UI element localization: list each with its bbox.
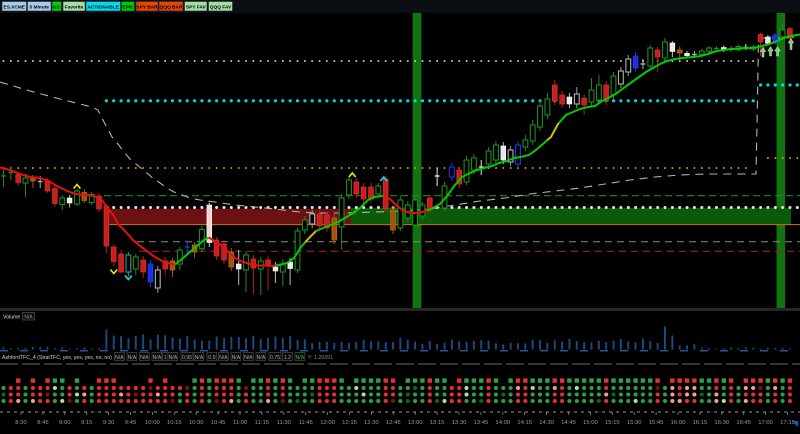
- svg-text:16:45: 16:45: [736, 420, 751, 426]
- svg-text:15:00: 15:00: [583, 420, 598, 426]
- svg-text:17:15: 17:15: [780, 420, 795, 426]
- svg-text:N/A: N/A: [115, 355, 124, 361]
- svg-text:Favorite: Favorite: [65, 5, 84, 11]
- svg-text:13:00: 13:00: [408, 420, 423, 426]
- svg-text:1.2: 1.2: [284, 355, 291, 361]
- svg-text:9:00: 9:00: [59, 420, 71, 426]
- svg-text:N/A: N/A: [195, 355, 204, 361]
- svg-text:14:15: 14:15: [517, 420, 532, 426]
- svg-text:N/A: N/A: [219, 355, 228, 361]
- svg-text:0.95: 0.95: [182, 355, 192, 361]
- svg-text:11:00: 11:00: [233, 420, 248, 426]
- svg-text:16:00: 16:00: [671, 420, 686, 426]
- svg-text:ACTIONABLE: ACTIONABLE: [87, 5, 119, 11]
- svg-text:15:15: 15:15: [605, 420, 620, 426]
- svg-text:N/A: N/A: [232, 355, 241, 361]
- svg-text:N/A: N/A: [128, 355, 137, 361]
- svg-text:QQQ BAR: QQQ BAR: [160, 5, 183, 11]
- svg-text:13:45: 13:45: [474, 420, 489, 426]
- svg-text:5 Minute: 5 Minute: [29, 5, 49, 11]
- svg-text:0.9: 0.9: [208, 355, 215, 361]
- svg-text:14:30: 14:30: [539, 420, 554, 426]
- svg-text:12:15: 12:15: [342, 420, 357, 426]
- svg-text:N/A: N/A: [169, 355, 178, 361]
- svg-text:8:45: 8:45: [37, 420, 49, 426]
- svg-text:9:15: 9:15: [81, 420, 93, 426]
- svg-text:N/A: N/A: [153, 355, 162, 361]
- svg-text:N/A: N/A: [24, 314, 33, 320]
- svg-text:ES.XCME: ES.XCME: [3, 5, 25, 11]
- svg-text:15:30: 15:30: [627, 420, 642, 426]
- svg-text:AshfordTFC_4 (StratTFC, yes, y: AshfordTFC_4 (StratTFC, yes, yes, yes, n…: [2, 355, 112, 361]
- svg-text:14:45: 14:45: [561, 420, 576, 426]
- svg-text:12:00: 12:00: [320, 420, 335, 426]
- svg-text:12:45: 12:45: [386, 420, 401, 426]
- svg-text:1: 1: [164, 355, 167, 361]
- svg-text:Y: 1.20391: Y: 1.20391: [308, 355, 333, 361]
- svg-text:17:00: 17:00: [758, 420, 773, 426]
- svg-text:16:30: 16:30: [714, 420, 729, 426]
- svg-text:SPY BAR: SPY BAR: [136, 5, 158, 11]
- svg-text:10:00: 10:00: [145, 420, 160, 426]
- svg-text:15:45: 15:45: [649, 420, 664, 426]
- svg-text:8:30: 8:30: [15, 420, 27, 426]
- svg-text:11:30: 11:30: [277, 420, 292, 426]
- svg-text:N/A: N/A: [257, 355, 266, 361]
- svg-text:EPIC: EPIC: [122, 5, 134, 11]
- svg-text:10:15: 10:15: [167, 420, 182, 426]
- svg-text:11:45: 11:45: [299, 420, 314, 426]
- svg-text:13:30: 13:30: [452, 420, 467, 426]
- svg-text:14:00: 14:00: [495, 420, 510, 426]
- svg-text:N/A: N/A: [244, 355, 253, 361]
- svg-text:9:30: 9:30: [103, 420, 115, 426]
- svg-text:11:15: 11:15: [255, 420, 270, 426]
- svg-text:Volume: Volume: [3, 314, 20, 320]
- svg-text:16:15: 16:15: [693, 420, 708, 426]
- svg-text:N/A: N/A: [296, 355, 305, 361]
- svg-text:GS:: GS:: [53, 5, 62, 11]
- svg-text:QQQ FAV: QQQ FAV: [210, 5, 232, 11]
- svg-text:12:30: 12:30: [364, 420, 379, 426]
- svg-text:10:45: 10:45: [211, 420, 226, 426]
- svg-text:13:15: 13:15: [430, 420, 445, 426]
- svg-text:SPY FAV: SPY FAV: [186, 5, 207, 11]
- svg-text:N/A: N/A: [140, 355, 149, 361]
- svg-text:0.75: 0.75: [270, 355, 280, 361]
- svg-text:10:30: 10:30: [189, 420, 204, 426]
- svg-text:9:45: 9:45: [125, 420, 137, 426]
